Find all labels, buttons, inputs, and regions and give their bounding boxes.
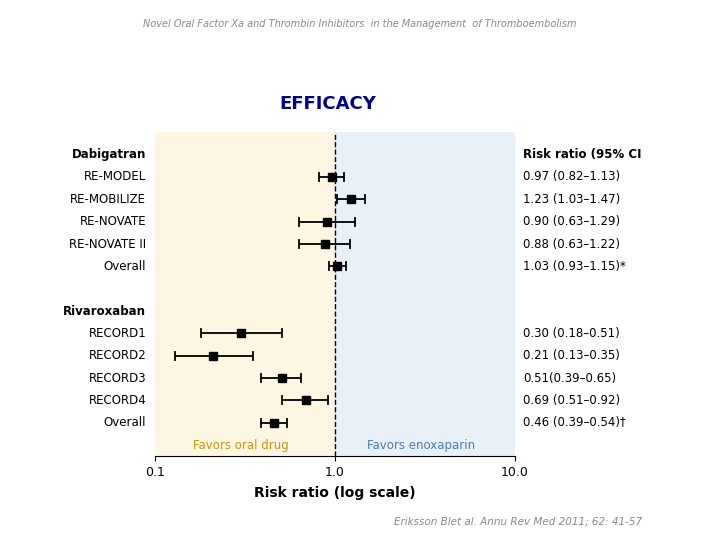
X-axis label: Risk ratio (log scale): Risk ratio (log scale) bbox=[254, 486, 415, 500]
Text: Eriksson Blet al. Annu Rev Med 2011; 62: 41-57: Eriksson Blet al. Annu Rev Med 2011; 62:… bbox=[395, 516, 642, 526]
Bar bbox=[335, 132, 515, 456]
Text: Overall: Overall bbox=[104, 416, 146, 429]
Text: 1.03 (0.93–1.15)*: 1.03 (0.93–1.15)* bbox=[523, 260, 626, 273]
Text: RECORD1: RECORD1 bbox=[89, 327, 146, 340]
Text: 0.21 (0.13–0.35): 0.21 (0.13–0.35) bbox=[523, 349, 621, 362]
Text: RE-MODEL: RE-MODEL bbox=[84, 171, 146, 184]
Text: Overall: Overall bbox=[104, 260, 146, 273]
Text: EFFICACY: EFFICACY bbox=[279, 96, 376, 113]
Text: 0.51(0.39–0.65): 0.51(0.39–0.65) bbox=[523, 372, 616, 384]
Text: RECORD3: RECORD3 bbox=[89, 372, 146, 384]
Text: Risk ratio (95% CI: Risk ratio (95% CI bbox=[523, 148, 642, 161]
Text: Favors oral drug: Favors oral drug bbox=[193, 438, 289, 451]
Text: Rivaroxaban: Rivaroxaban bbox=[63, 305, 146, 318]
Text: 0.30 (0.18–0.51): 0.30 (0.18–0.51) bbox=[523, 327, 620, 340]
Text: RE-MOBILIZE: RE-MOBILIZE bbox=[70, 193, 146, 206]
Text: 0.46 (0.39–0.54)†: 0.46 (0.39–0.54)† bbox=[523, 416, 626, 429]
Text: Dabigatran: Dabigatran bbox=[72, 148, 146, 161]
Text: RE-NOVATE II: RE-NOVATE II bbox=[69, 238, 146, 251]
Text: Novel Oral Factor Xa and Thrombin Inhibitors  in the Management  of Thromboembol: Novel Oral Factor Xa and Thrombin Inhibi… bbox=[143, 19, 577, 29]
Text: RECORD4: RECORD4 bbox=[89, 394, 146, 407]
Bar bbox=[155, 132, 335, 456]
Text: RECORD2: RECORD2 bbox=[89, 349, 146, 362]
Text: 0.90 (0.63–1.29): 0.90 (0.63–1.29) bbox=[523, 215, 621, 228]
Text: Favors enoxaparin: Favors enoxaparin bbox=[366, 438, 474, 451]
Text: 0.69 (0.51–0.92): 0.69 (0.51–0.92) bbox=[523, 394, 621, 407]
Text: 0.97 (0.82–1.13): 0.97 (0.82–1.13) bbox=[523, 171, 621, 184]
Text: 0.88 (0.63–1.22): 0.88 (0.63–1.22) bbox=[523, 238, 621, 251]
Text: 1.23 (1.03–1.47): 1.23 (1.03–1.47) bbox=[523, 193, 621, 206]
Text: RE-NOVATE: RE-NOVATE bbox=[79, 215, 146, 228]
